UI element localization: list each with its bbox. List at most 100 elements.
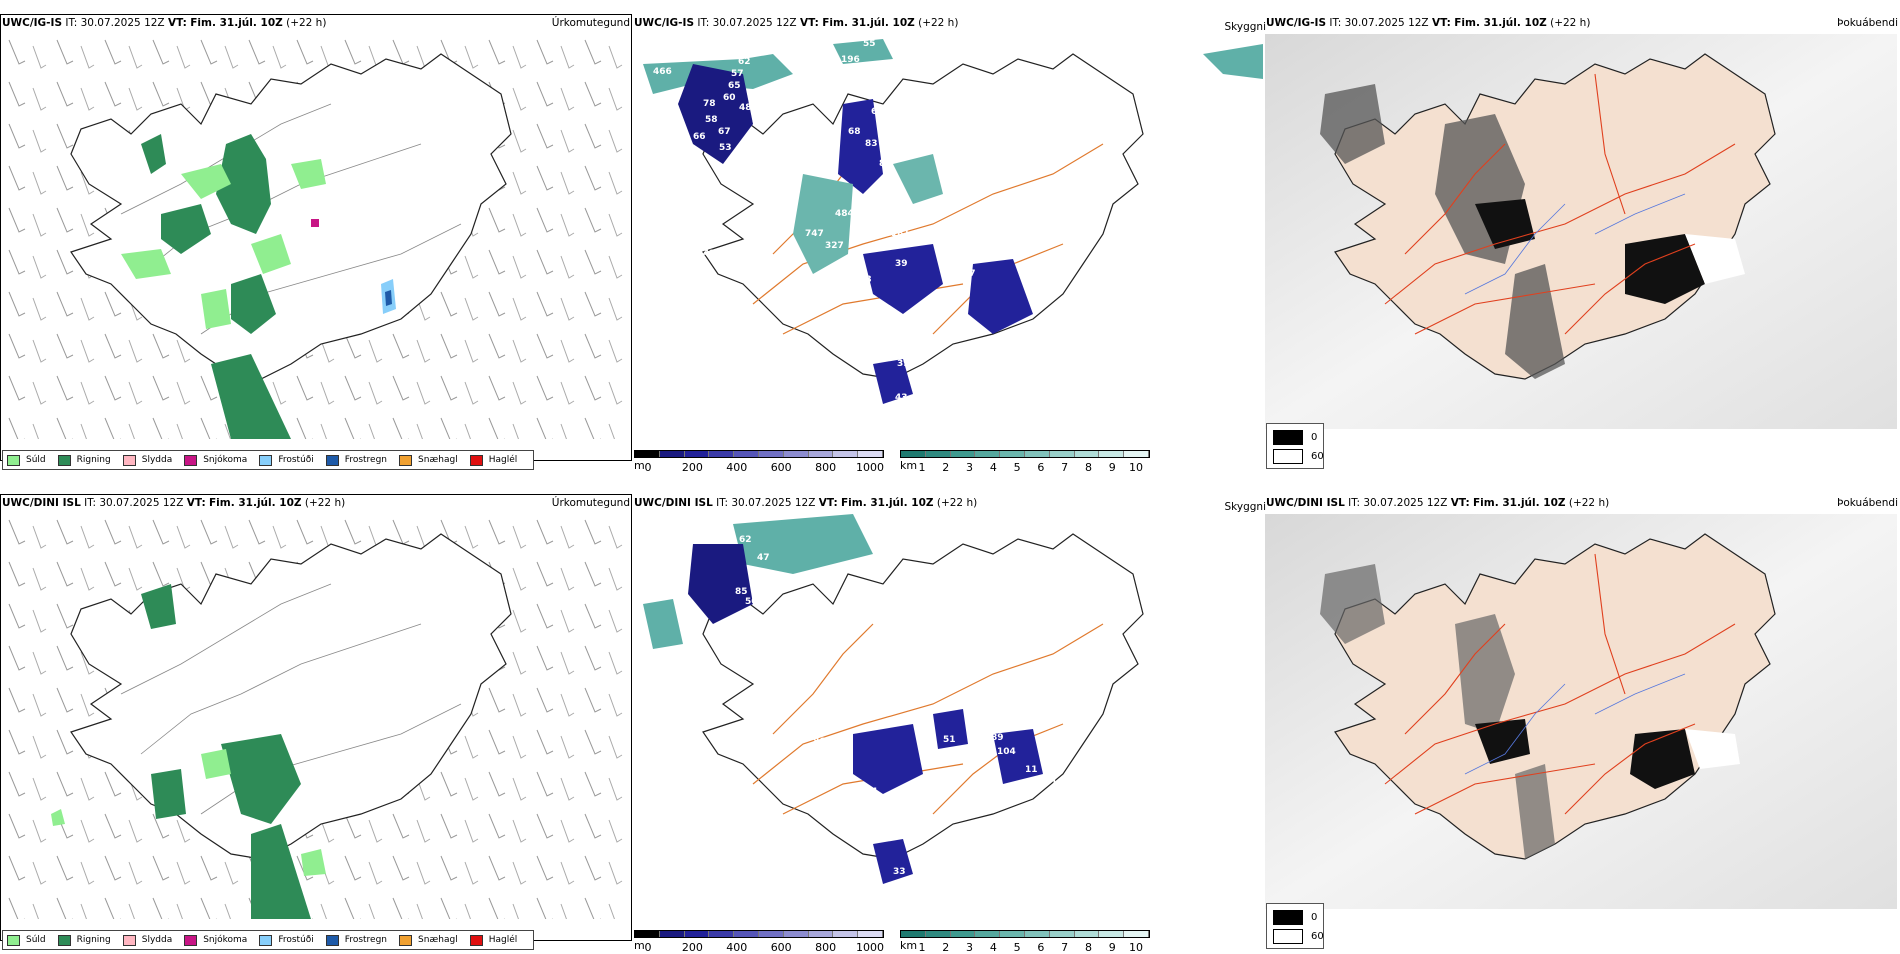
scale-tick-label: 10 bbox=[1129, 941, 1143, 954]
ceiling-label: 51 bbox=[943, 735, 956, 745]
scale-swatch bbox=[950, 451, 976, 457]
panel-title: Skyggni bbox=[1224, 501, 1267, 513]
scale-tick-label: 10 bbox=[1129, 461, 1143, 474]
ceiling-label: 65 bbox=[728, 81, 741, 91]
scale-swatch bbox=[925, 451, 951, 457]
scale-tick-label: 6 bbox=[1037, 461, 1045, 474]
legend-item: Súld bbox=[7, 454, 46, 466]
ceiling-label: 39 bbox=[895, 259, 908, 269]
legend-label: Frostregn bbox=[344, 455, 388, 465]
ceiling-label: 36 bbox=[901, 347, 914, 357]
valid-time: Fim. 31.júl. 10Z bbox=[1454, 17, 1547, 29]
ceiling-label: 15 bbox=[859, 359, 872, 369]
scale-swatch bbox=[1024, 931, 1050, 937]
legend-label: Rigning bbox=[76, 935, 111, 945]
ceiling-label: 58 bbox=[859, 275, 872, 285]
fog-legend-bottom-value: 60 bbox=[1311, 931, 1324, 942]
panel-header: UWC/DINI ISL IT: 30.07.2025 12Z VT: Fim.… bbox=[634, 497, 1267, 513]
lead-time: (+22 h) bbox=[936, 497, 978, 509]
model-name: UWC/DINI ISL bbox=[634, 497, 713, 509]
ceiling-label: 47 bbox=[757, 553, 770, 563]
scale-tick-label: 2 bbox=[942, 461, 950, 474]
ceiling-label: 86 bbox=[813, 737, 826, 747]
scale-tick-label: 4 bbox=[989, 461, 997, 474]
legend-swatch bbox=[325, 454, 339, 466]
scale-swatch bbox=[1124, 451, 1149, 457]
visibility-panel-top: UWC/IG-IS IT: 30.07.2025 12Z VT: Fim. 31… bbox=[632, 14, 1266, 474]
scale-swatch bbox=[783, 931, 809, 937]
legend-item: Frostúði bbox=[259, 454, 314, 466]
ceiling-label: 48 bbox=[739, 103, 752, 113]
panel-header: UWC/DINI ISL IT: 30.07.2025 12Z VT: Fim.… bbox=[1266, 497, 1898, 509]
panel-title: Úrkomutegund bbox=[551, 497, 630, 509]
legend-swatch bbox=[184, 454, 198, 466]
lead-time: (+22 h) bbox=[918, 17, 959, 29]
init-time: 30.07.2025 12Z bbox=[712, 17, 797, 29]
scale-swatch bbox=[659, 931, 685, 937]
ceiling-label: 142 bbox=[1051, 779, 1070, 789]
panel-title: Úrkomutegund bbox=[551, 17, 630, 29]
legend-label: Snæhagl bbox=[418, 455, 458, 465]
lead-time: (+22 h) bbox=[1550, 17, 1591, 29]
ceiling-label: 181 bbox=[891, 229, 910, 239]
legend-item: Rigning bbox=[57, 454, 111, 466]
precip-panel-top: UWC/IG-IS IT: 30.07.2025 12Z VT: Fim. 31… bbox=[0, 14, 632, 474]
panel-header: UWC/DINI ISL IT: 30.07.2025 12Z VT: Fim.… bbox=[2, 497, 630, 509]
legend-label: Frostúði bbox=[278, 455, 314, 465]
scale-tick-label: 1000 bbox=[856, 941, 884, 954]
ceiling-label: 50 bbox=[745, 597, 758, 607]
scale-tick-label: 800 bbox=[815, 461, 837, 474]
scale-swatch bbox=[901, 451, 926, 457]
legend-label: Haglél bbox=[488, 935, 518, 945]
legend-label: Snjókoma bbox=[203, 455, 248, 465]
scale-tick-label: 1000 bbox=[856, 461, 884, 474]
scale-tick-label: 5 bbox=[1013, 941, 1021, 954]
panel-header: UWC/IG-IS IT: 30.07.2025 12Z VT: Fim. 31… bbox=[2, 17, 630, 29]
legend-label: Snæhagl bbox=[418, 935, 458, 945]
ceiling-label: 66 bbox=[693, 132, 706, 142]
ceiling-label: 56 bbox=[837, 797, 850, 807]
scale-tick-label: 1 bbox=[918, 461, 926, 474]
scale-tick-label: 200 bbox=[681, 461, 703, 474]
fog-swatch-white bbox=[1273, 449, 1303, 464]
scale-swatch bbox=[1074, 451, 1100, 457]
ceiling-label: 33 bbox=[801, 613, 814, 623]
precip-map bbox=[1, 514, 631, 919]
scale-swatch bbox=[1049, 931, 1075, 937]
legend-label: Slydda bbox=[141, 935, 173, 945]
legend-item: Súld bbox=[7, 934, 46, 946]
scale-swatch bbox=[925, 931, 951, 937]
legend-label: Slydda bbox=[141, 455, 173, 465]
scale-swatch bbox=[1024, 451, 1050, 457]
model-name: UWC/DINI ISL bbox=[2, 497, 81, 509]
ceiling-label: 70 bbox=[751, 115, 764, 125]
valid-time: Fim. 31.júl. 10Z bbox=[822, 17, 915, 29]
ceiling-label: 78 bbox=[703, 99, 716, 109]
fog-index-legend: 0 60 bbox=[1266, 903, 1324, 949]
scale-tick-label: 8 bbox=[1084, 461, 1092, 474]
ceiling-unit: m bbox=[634, 459, 645, 472]
legend-swatch bbox=[7, 934, 20, 946]
ceiling-label: 87 bbox=[879, 159, 892, 169]
scale-tick-label: 400 bbox=[726, 461, 748, 474]
scale-tick-label: 600 bbox=[770, 941, 792, 954]
ceiling-label: 61 bbox=[861, 323, 874, 333]
scale-swatch bbox=[1099, 931, 1125, 937]
ceiling-label: 39 bbox=[897, 359, 910, 369]
scale-swatch bbox=[758, 451, 784, 457]
panel-header: UWC/IG-IS IT: 30.07.2025 12Z VT: Fim. 31… bbox=[634, 17, 1266, 33]
ceiling-label: 63 bbox=[863, 87, 876, 97]
ceiling-label: 62 bbox=[739, 535, 752, 545]
visibility-unit: km bbox=[900, 459, 918, 472]
scale-tick-label: 2 bbox=[942, 941, 950, 954]
scale-swatch bbox=[858, 931, 883, 937]
scale-swatch bbox=[975, 451, 1001, 457]
init-time: 30.07.2025 12Z bbox=[1344, 17, 1429, 29]
precip-map bbox=[1, 34, 631, 439]
legend-item: Slydda bbox=[122, 934, 173, 946]
lead-time: (+22 h) bbox=[304, 497, 346, 509]
ceiling-label: 30 bbox=[859, 867, 872, 877]
legend-swatch bbox=[259, 934, 273, 946]
ceiling-label: 43 bbox=[895, 393, 908, 403]
scale-tick-label: 3 bbox=[966, 941, 974, 954]
